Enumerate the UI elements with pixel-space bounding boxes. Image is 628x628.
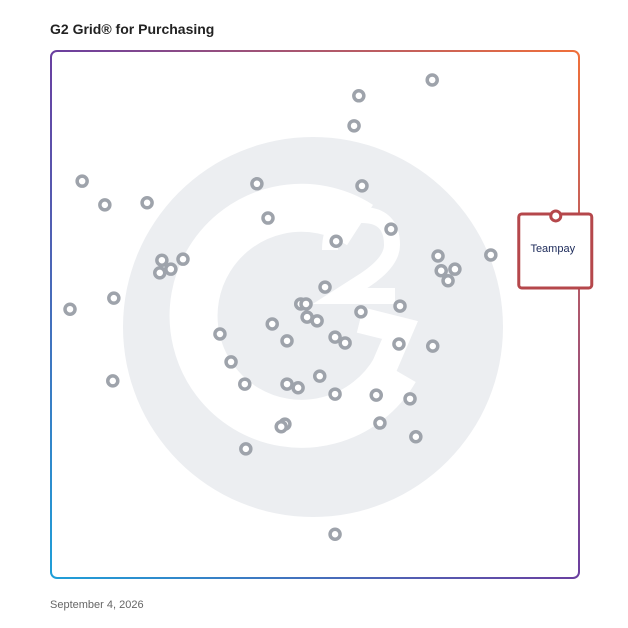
product-dot [329,234,343,248]
product-dot [265,317,279,331]
product-dot [313,369,327,383]
product-dot [425,73,439,87]
product-dot [352,89,366,103]
product-dot [318,280,332,294]
product-dot [355,179,369,193]
highlight-dot [549,209,563,223]
product-dot [164,262,178,276]
product-dot [434,264,448,278]
highlight-label: Teampay [530,243,575,255]
product-dot [347,119,361,133]
product-dot [328,330,342,344]
product-dot [328,387,342,401]
product-dot [328,527,342,542]
product-dot [484,248,498,262]
product-dot [393,299,407,313]
g2-logo [123,137,503,517]
product-dot [373,416,387,430]
product-dot [369,388,383,402]
product-dot [280,334,294,348]
chart-title: G2 Grid® for Purchasing [50,21,214,37]
product-dot [261,211,275,225]
product-dot [425,339,440,353]
product-dot [140,196,154,210]
product-dot [403,392,417,406]
product-dot [153,266,167,280]
product-dot [299,297,313,311]
product-dot [354,305,368,319]
product-dot [75,174,89,188]
product-dot [250,177,264,191]
product-dot [310,314,324,328]
product-dot [338,336,352,350]
product-dot [176,252,190,266]
date: September 4, 2026 [50,599,144,611]
product-dot [448,262,462,276]
product-dot [274,420,288,434]
product-dot [63,302,77,316]
product-dot [107,291,121,305]
product-dot [238,377,252,391]
product-dot [280,377,294,391]
product-dot [409,430,423,444]
product-dot [155,253,169,267]
product-dot [291,381,305,395]
product-dot [431,249,445,263]
product-dot [213,327,227,341]
product-dot [441,274,455,288]
product-dot [392,337,406,351]
product-dot [98,198,112,212]
product-dot [239,442,253,456]
product-dot [106,374,120,388]
product-dot [384,222,398,236]
product-dot [224,355,238,369]
